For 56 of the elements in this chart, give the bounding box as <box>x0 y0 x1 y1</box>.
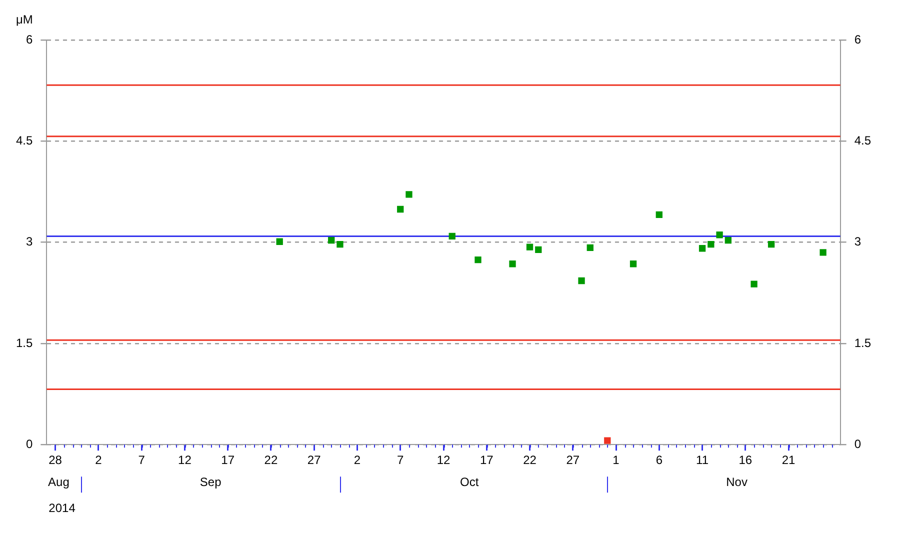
text: Nov <box>726 474 748 489</box>
point <box>535 246 542 254</box>
x-tick-label: 7 <box>138 453 146 468</box>
x-tick-label: 12 <box>178 453 192 468</box>
point <box>328 236 335 244</box>
point <box>336 240 344 248</box>
text: Oct <box>460 474 480 489</box>
point <box>526 244 534 250</box>
x-tick-label: 7 <box>397 453 404 468</box>
x-tick-label: 21 <box>782 453 796 468</box>
text: Aug <box>48 474 70 489</box>
point <box>276 238 283 245</box>
point <box>750 280 758 288</box>
point <box>708 240 714 248</box>
point <box>448 232 456 240</box>
y2-tick-label: 3 <box>854 234 862 249</box>
point <box>656 211 662 218</box>
x-tick-label: 17 <box>221 453 235 468</box>
x-tick-label: 11 <box>696 453 709 468</box>
x-tick-label: 12 <box>436 453 450 468</box>
y-tick-label: 4.5 <box>16 133 33 148</box>
point <box>768 240 775 248</box>
y2-tick-label: 6 <box>854 32 862 46</box>
x-tick-label: 2 <box>354 453 361 468</box>
y2-tick-label: 1.5 <box>854 336 872 350</box>
y2-tick-label: 4.5 <box>854 133 872 148</box>
y-tick-label: 3 <box>26 234 33 249</box>
point <box>586 244 594 252</box>
point <box>820 249 826 256</box>
y-tick-label: 1.5 <box>16 336 33 350</box>
text: 2014 <box>48 500 76 515</box>
x-tick-label: 22 <box>523 453 537 468</box>
y-tick-label: 6 <box>26 32 33 46</box>
x-tick-label: 1 <box>612 453 620 468</box>
y-tick-label: 0 <box>26 436 33 451</box>
point <box>474 256 482 264</box>
text: Sep <box>200 474 222 489</box>
x-tick-label: 6 <box>656 453 663 468</box>
x-tick-label: 2 <box>95 453 102 468</box>
point <box>397 206 404 213</box>
point <box>630 260 637 268</box>
point <box>698 245 706 252</box>
x-tick-label: 28 <box>48 453 62 468</box>
point <box>604 437 611 444</box>
point <box>509 260 516 268</box>
y-axis-title: μM <box>16 12 33 26</box>
point <box>716 232 723 238</box>
point <box>724 236 732 244</box>
point <box>578 277 585 284</box>
x-tick-label: 16 <box>738 453 752 468</box>
point <box>406 191 412 198</box>
y2-tick-label: 0 <box>854 436 862 451</box>
x-tick-label: 27 <box>307 453 322 468</box>
x-tick-label: 27 <box>566 453 580 468</box>
x-tick-label: 17 <box>480 453 494 468</box>
x-tick-label: 22 <box>264 453 278 468</box>
